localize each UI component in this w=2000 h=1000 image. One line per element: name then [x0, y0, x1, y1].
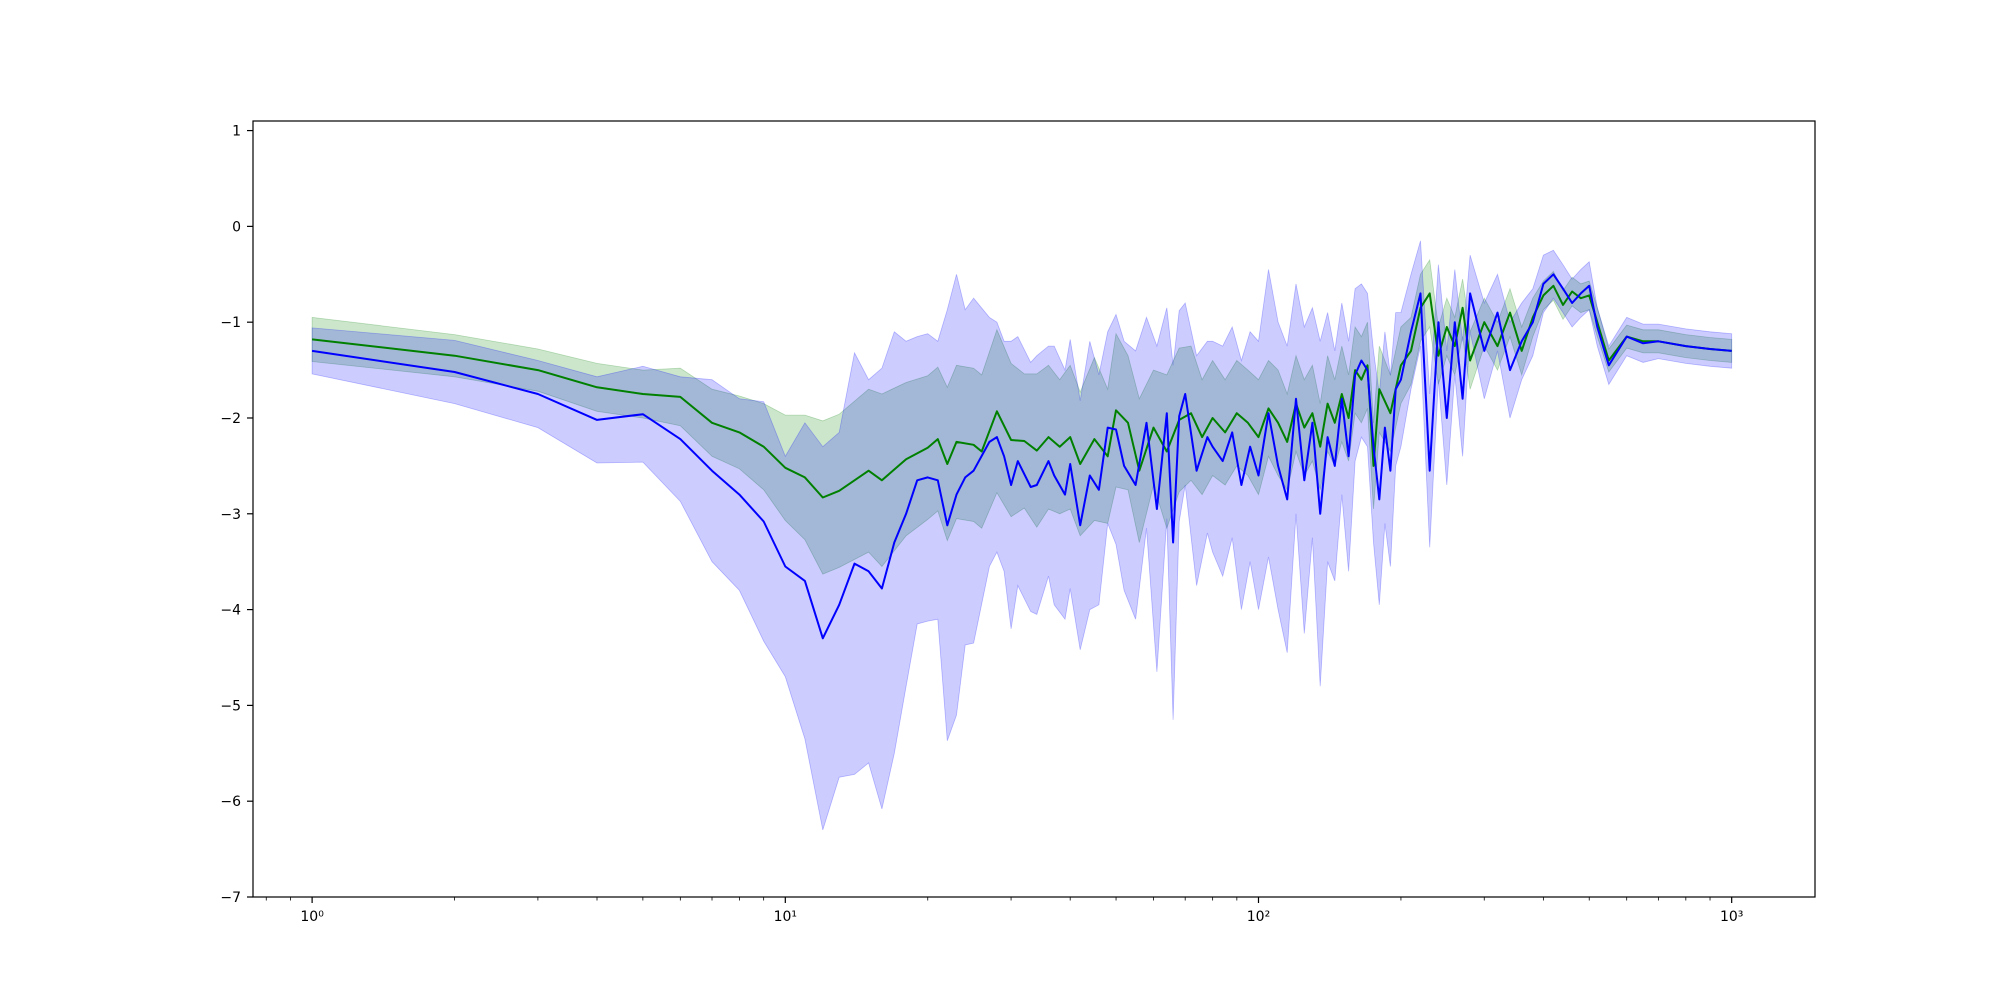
series-1-line — [311, 284, 1732, 499]
series-1-band — [311, 258, 1733, 575]
y-tick-label: −2 — [220, 411, 241, 427]
y-axis: 1 0 −1 −2 −3 −4 −5 −6 −7 — [220, 124, 253, 906]
x-axis: 10⁰ 10¹ 10² 10³ — [265, 897, 1743, 925]
series-2-band — [311, 240, 1733, 831]
x-tick-label: 10² — [1247, 909, 1270, 925]
series-2-line — [311, 273, 1732, 640]
x-tick-label: 10¹ — [774, 909, 797, 925]
y-tick-label: −4 — [220, 603, 241, 619]
y-tick-label: −3 — [220, 507, 241, 523]
y-tick-label: 0 — [232, 219, 241, 235]
y-tick-label: −5 — [220, 698, 241, 714]
series-lines — [311, 273, 1732, 640]
y-tick-label: −7 — [220, 890, 241, 906]
x-tick-label: 10³ — [1720, 909, 1743, 925]
x-tick-label: 10⁰ — [300, 909, 324, 925]
y-tick-label: −6 — [220, 794, 241, 810]
plot-frame — [252, 120, 1816, 898]
confidence-bands — [311, 240, 1733, 831]
y-tick-label: −1 — [220, 315, 241, 331]
y-tick-label: 1 — [232, 124, 241, 140]
